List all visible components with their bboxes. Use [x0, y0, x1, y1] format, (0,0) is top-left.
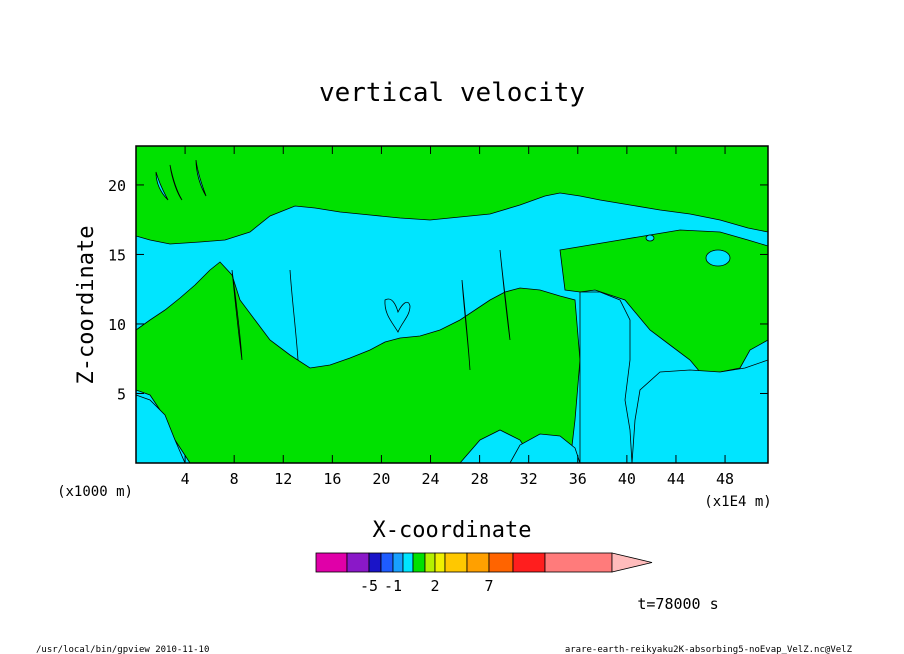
colorbar-swatch	[402, 552, 414, 573]
x-tick-label: 44	[667, 470, 685, 488]
y-axis-label: Z-coordinate	[74, 226, 99, 385]
colorbar-tick-label: 2	[430, 577, 439, 595]
x-axis-label: X-coordinate	[373, 518, 532, 543]
colorbar	[315, 552, 653, 573]
colorbar-swatch	[412, 552, 426, 573]
x-tick-label: 36	[569, 470, 587, 488]
x-unit-left: (x1000 m)	[57, 484, 133, 500]
footer-right: arare-earth-reikyaku2K-absorbing5-noEvap…	[565, 645, 853, 654]
colorbar-swatch	[544, 552, 613, 573]
x-tick-label: 20	[372, 470, 390, 488]
colorbar-swatch	[444, 552, 468, 573]
positive-velocity-regions	[136, 146, 768, 463]
x-tick-label: 8	[230, 470, 239, 488]
footer-left: /usr/local/bin/gpview 2010-11-10	[36, 645, 209, 654]
colorbar-swatch	[368, 552, 382, 573]
colorbar-tick-label: 7	[484, 577, 493, 595]
plot-frame	[135, 145, 769, 464]
x-tick-label: 4	[181, 470, 190, 488]
y-tick-label: 10	[108, 316, 126, 334]
time-label: t=78000 s	[637, 595, 718, 613]
x-tick-label: 24	[421, 470, 439, 488]
colorbar-swatch	[392, 552, 404, 573]
colorbar-extend-arrow	[611, 552, 653, 573]
x-tick-label: 12	[274, 470, 292, 488]
y-axis-ticks: 5 10 15 20	[108, 177, 768, 403]
colorbar-swatch	[380, 552, 394, 573]
colorbar-swatch	[488, 552, 514, 573]
colorbar-swatch	[315, 552, 348, 573]
chart-title: vertical velocity	[319, 78, 585, 108]
colorbar-swatch	[346, 552, 370, 573]
x-tick-label: 40	[618, 470, 636, 488]
colorbar-swatch	[466, 552, 490, 573]
colorbar-swatch	[434, 552, 446, 573]
x-axis-ticks: 4 8 12 16 20 24 28 32 36 40 44 48	[181, 146, 734, 488]
colorbar-swatch	[512, 552, 546, 573]
colorbar-tick-label: -1	[384, 577, 402, 595]
colorbar-tick-label: -5	[360, 577, 378, 595]
y-tick-label: 5	[117, 385, 126, 403]
x-tick-label: 28	[471, 470, 489, 488]
x-tick-label: 16	[323, 470, 341, 488]
x-tick-label: 48	[716, 470, 734, 488]
y-tick-label: 20	[108, 177, 126, 195]
y-tick-label: 15	[108, 246, 126, 264]
colorbar-tick-labels: -5 -1 2 7	[360, 577, 494, 595]
x-tick-label: 32	[520, 470, 538, 488]
x-unit-right: (x1E4 m)	[704, 494, 771, 510]
colorbar-swatch	[424, 552, 436, 573]
